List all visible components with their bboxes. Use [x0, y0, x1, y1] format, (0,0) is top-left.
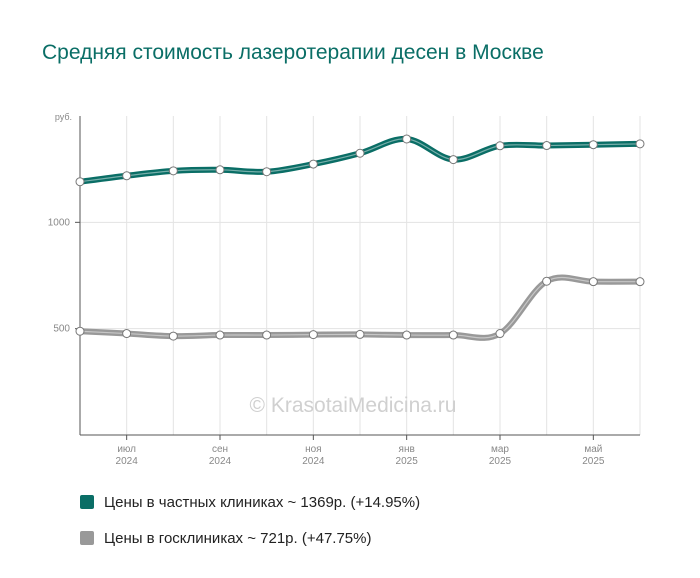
series — [75, 134, 645, 341]
x-tick-year: 2024 — [116, 456, 139, 467]
data-point — [635, 139, 645, 149]
series-0 — [75, 134, 645, 187]
x-tick-month: янв — [399, 444, 415, 455]
data-point — [262, 167, 272, 177]
y-tick-label: 500 — [53, 324, 70, 335]
data-point — [495, 141, 505, 151]
data-point — [402, 134, 412, 144]
legend-label-public: Цены в госклиниках ~ 721р. (+47.75%) — [104, 529, 372, 547]
data-point — [75, 326, 85, 336]
x-tick-month: мар — [491, 444, 509, 455]
data-point — [168, 331, 178, 341]
data-point — [262, 330, 272, 340]
x-tick-year: 2025 — [396, 456, 419, 467]
data-point — [542, 141, 552, 151]
x-tick-year: 2025 — [489, 456, 512, 467]
data-point — [355, 148, 365, 158]
x-tick-labels: июл2024сен2024ноя2024янв2025мар2025май20… — [116, 444, 605, 467]
y-tick-label: 1000 — [48, 217, 71, 228]
data-point — [495, 329, 505, 339]
x-tick-year: 2024 — [209, 456, 232, 467]
chart-title: Средняя стоимость лазеротерапии десен в … — [42, 41, 544, 64]
legend: Цены в частных клиниках ~ 1369р. (+14.95… — [80, 484, 420, 556]
data-point — [355, 329, 365, 339]
x-tick-month: ноя — [305, 444, 322, 455]
x-tick-year: 2024 — [302, 456, 325, 467]
grid-lines — [80, 116, 641, 435]
data-point — [75, 177, 85, 187]
legend-swatch-public — [80, 531, 94, 545]
data-point — [542, 276, 552, 286]
data-point — [168, 166, 178, 176]
data-point — [215, 330, 225, 340]
legend-item-private[interactable]: Цены в частных клиниках ~ 1369р. (+14.95… — [80, 484, 420, 520]
x-tick-year: 2025 — [582, 456, 605, 467]
data-point — [215, 165, 225, 175]
data-point — [448, 330, 458, 340]
data-point — [588, 277, 598, 287]
y-tick-labels: 500 1000 руб. — [48, 112, 72, 335]
data-point — [448, 155, 458, 165]
legend-label-private: Цены в частных клиниках ~ 1369р. (+14.95… — [104, 493, 421, 511]
data-point — [402, 330, 412, 340]
data-point — [588, 140, 598, 150]
axes — [75, 116, 640, 440]
watermark: © KrasotaiMedicina.ru — [250, 394, 457, 417]
data-point — [635, 277, 645, 287]
data-point — [308, 159, 318, 169]
data-point — [308, 330, 318, 340]
y-axis-unit: руб. — [55, 112, 72, 122]
legend-item-public[interactable]: Цены в госклиниках ~ 721р. (+47.75%) — [80, 520, 420, 556]
x-tick-month: июл — [117, 444, 136, 455]
data-point — [122, 329, 132, 339]
data-point — [122, 171, 132, 181]
x-tick-month: сен — [212, 444, 228, 455]
series-1 — [75, 274, 645, 341]
x-tick-month: май — [584, 444, 602, 455]
legend-swatch-private — [80, 495, 94, 509]
